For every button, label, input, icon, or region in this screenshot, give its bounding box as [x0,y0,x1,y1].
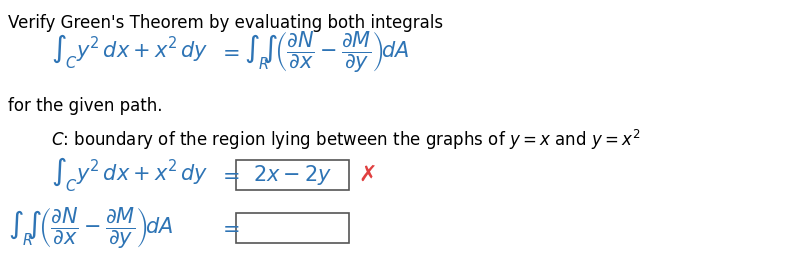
Text: $\int_C y^2\,dx + x^2\,dy$: $\int_C y^2\,dx + x^2\,dy$ [51,32,208,72]
Text: $\int_C y^2\,dx + x^2\,dy$: $\int_C y^2\,dx + x^2\,dy$ [51,156,208,194]
Text: $=$: $=$ [219,165,239,185]
Text: for the given path.: for the given path. [8,97,162,115]
Text: $=$: $=$ [219,42,239,62]
Text: $2x - 2y$: $2x - 2y$ [253,163,332,187]
Text: $\int_R\!\!\int \!\left(\dfrac{\partial N}{\partial x} - \dfrac{\partial M}{\par: $\int_R\!\!\int \!\left(\dfrac{\partial … [244,29,409,75]
Text: $\int_R\!\!\int \!\left(\dfrac{\partial N}{\partial x} - \dfrac{\partial M}{\par: $\int_R\!\!\int \!\left(\dfrac{\partial … [8,205,173,251]
FancyBboxPatch shape [236,160,349,190]
Text: Verify Green's Theorem by evaluating both integrals: Verify Green's Theorem by evaluating bot… [8,14,443,32]
Text: $C$: boundary of the region lying between the graphs of $y = x$ and $y = x^2$: $C$: boundary of the region lying betwee… [51,128,641,152]
Text: ✗: ✗ [359,165,378,185]
FancyBboxPatch shape [236,213,349,243]
Text: $=$: $=$ [219,218,239,238]
